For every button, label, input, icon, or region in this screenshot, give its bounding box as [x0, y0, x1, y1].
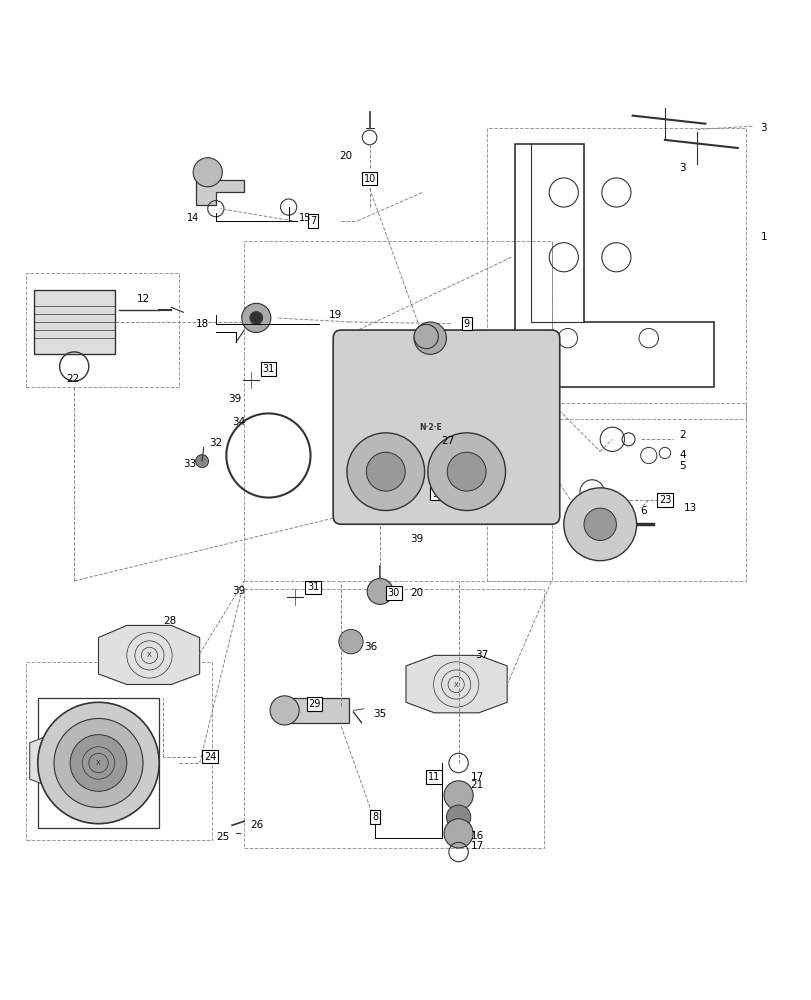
Bar: [244, 589, 543, 848]
Circle shape: [447, 452, 486, 491]
Text: 2: 2: [679, 430, 685, 440]
Circle shape: [54, 718, 143, 808]
Text: 23: 23: [658, 495, 671, 505]
Bar: [26, 662, 212, 840]
Text: 39: 39: [232, 586, 245, 596]
Circle shape: [270, 696, 298, 725]
Circle shape: [444, 781, 473, 810]
Text: 8: 8: [371, 812, 378, 822]
Circle shape: [70, 735, 127, 791]
Bar: [487, 403, 745, 581]
Text: 17: 17: [470, 772, 483, 782]
Text: 34: 34: [232, 417, 245, 427]
Text: X: X: [147, 652, 152, 658]
Text: X: X: [453, 682, 458, 688]
Text: 14: 14: [187, 213, 200, 223]
Polygon shape: [406, 655, 507, 713]
Text: 36: 36: [363, 642, 376, 652]
Text: 22: 22: [66, 374, 79, 384]
Text: 33: 33: [183, 459, 196, 469]
Text: 16: 16: [470, 831, 483, 841]
Text: 24: 24: [204, 752, 216, 762]
Text: 31: 31: [262, 364, 274, 374]
Text: 39: 39: [228, 394, 241, 404]
Text: 25: 25: [216, 832, 229, 842]
Polygon shape: [30, 732, 131, 790]
Circle shape: [242, 303, 271, 332]
Text: 37: 37: [474, 650, 487, 660]
Text: 18: 18: [195, 319, 208, 329]
Polygon shape: [285, 698, 349, 723]
Bar: [244, 241, 551, 581]
Text: 28: 28: [163, 616, 176, 626]
Text: 7: 7: [310, 216, 315, 226]
Text: 3: 3: [679, 163, 685, 173]
Circle shape: [427, 433, 505, 511]
Circle shape: [193, 158, 222, 187]
Circle shape: [366, 452, 405, 491]
Circle shape: [563, 488, 636, 561]
Circle shape: [338, 629, 363, 654]
Circle shape: [346, 433, 424, 511]
Text: 20: 20: [410, 588, 423, 598]
Text: 6: 6: [640, 506, 646, 516]
Text: 27: 27: [440, 436, 453, 446]
Text: 21: 21: [470, 780, 483, 790]
Text: 9: 9: [463, 319, 470, 329]
Text: 5: 5: [679, 461, 685, 471]
Text: 10: 10: [363, 174, 375, 184]
Text: 38: 38: [70, 766, 84, 776]
Text: 4: 4: [679, 450, 685, 460]
Polygon shape: [34, 290, 114, 354]
Text: 30: 30: [388, 588, 400, 598]
Circle shape: [446, 805, 470, 829]
Bar: [487, 128, 745, 419]
Circle shape: [444, 819, 473, 848]
Text: 1: 1: [760, 232, 766, 242]
FancyBboxPatch shape: [333, 330, 559, 524]
Text: 3: 3: [760, 123, 766, 133]
Polygon shape: [98, 625, 200, 685]
Text: 31: 31: [307, 582, 319, 592]
Bar: [26, 273, 179, 387]
Circle shape: [195, 455, 208, 468]
Text: 19: 19: [328, 310, 342, 320]
Text: 31: 31: [431, 489, 444, 499]
Text: 12: 12: [136, 294, 149, 304]
Text: 29: 29: [308, 699, 320, 709]
Text: 13: 13: [683, 503, 696, 513]
Circle shape: [367, 578, 393, 604]
Circle shape: [250, 311, 263, 324]
Text: 20: 20: [339, 151, 352, 161]
Text: 39: 39: [410, 534, 423, 544]
Polygon shape: [195, 180, 244, 205]
Circle shape: [414, 322, 446, 354]
Text: 11: 11: [427, 772, 440, 782]
Bar: [38, 698, 159, 828]
Circle shape: [38, 702, 159, 824]
Text: N·2·E: N·2·E: [418, 423, 441, 432]
Text: 26: 26: [251, 820, 264, 830]
Circle shape: [414, 324, 438, 349]
Text: 32: 32: [209, 438, 222, 448]
Text: 17: 17: [470, 841, 483, 851]
Circle shape: [583, 508, 616, 540]
Text: 35: 35: [373, 709, 386, 719]
Text: X: X: [96, 760, 101, 766]
Text: 15: 15: [298, 213, 311, 223]
